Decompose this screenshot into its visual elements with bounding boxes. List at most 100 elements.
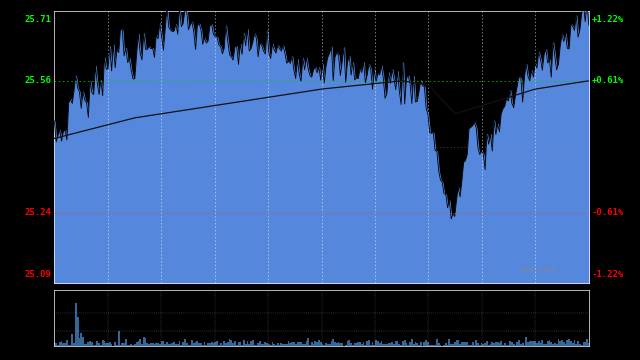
Bar xyxy=(207,343,209,346)
Bar xyxy=(309,345,311,346)
Bar xyxy=(54,342,55,346)
Bar xyxy=(202,345,204,346)
Bar xyxy=(268,344,270,346)
Bar xyxy=(451,345,452,346)
Bar xyxy=(499,343,500,346)
Bar xyxy=(330,341,332,346)
Bar xyxy=(223,341,225,346)
Bar xyxy=(127,345,129,346)
Bar xyxy=(140,339,141,346)
Bar xyxy=(375,341,377,346)
Bar xyxy=(548,340,550,346)
Bar xyxy=(97,341,98,346)
Text: +1.22%: +1.22% xyxy=(591,14,624,23)
Bar xyxy=(509,341,511,346)
Bar xyxy=(282,344,284,346)
Bar xyxy=(454,342,456,346)
Bar xyxy=(536,343,538,346)
Bar xyxy=(261,343,262,346)
Bar xyxy=(91,342,93,346)
Bar xyxy=(232,343,234,346)
Bar xyxy=(538,341,540,346)
Bar xyxy=(547,341,548,346)
Bar xyxy=(305,341,307,346)
Bar xyxy=(244,344,246,346)
Bar xyxy=(122,343,124,346)
Bar xyxy=(196,341,198,346)
Bar xyxy=(556,344,557,346)
Bar xyxy=(359,342,361,346)
Bar xyxy=(484,343,486,346)
Bar xyxy=(163,341,164,346)
Bar xyxy=(354,342,356,346)
Bar xyxy=(552,344,554,346)
Bar xyxy=(157,343,159,346)
Bar xyxy=(379,343,381,346)
Bar xyxy=(152,343,154,346)
Bar xyxy=(390,343,391,346)
Bar xyxy=(77,318,79,346)
Bar xyxy=(237,342,239,346)
Bar xyxy=(336,343,338,346)
Bar xyxy=(476,340,477,346)
Bar xyxy=(522,343,524,346)
Bar xyxy=(409,342,411,346)
Bar xyxy=(304,344,305,346)
Bar xyxy=(173,342,175,346)
Bar xyxy=(311,342,313,346)
Bar xyxy=(465,342,467,346)
Bar xyxy=(64,343,66,346)
Bar xyxy=(373,345,375,346)
Bar xyxy=(225,343,227,346)
Bar xyxy=(424,342,425,346)
Bar xyxy=(461,342,463,346)
Bar xyxy=(436,339,438,346)
Bar xyxy=(88,342,89,346)
Bar xyxy=(366,341,368,346)
Bar xyxy=(314,341,316,346)
Bar xyxy=(161,341,163,346)
Bar xyxy=(148,343,150,346)
Bar xyxy=(212,343,214,346)
Text: -0.61%: -0.61% xyxy=(591,208,624,217)
Bar xyxy=(220,343,221,346)
Bar xyxy=(293,342,295,346)
Bar xyxy=(79,338,80,346)
Bar xyxy=(582,342,584,346)
Bar xyxy=(575,343,577,346)
Bar xyxy=(516,342,518,346)
Bar xyxy=(145,338,147,346)
Bar xyxy=(381,341,382,346)
Bar xyxy=(248,344,250,346)
Bar xyxy=(138,341,140,346)
Bar xyxy=(445,343,447,346)
Bar xyxy=(296,342,298,346)
Bar xyxy=(486,341,488,346)
Bar xyxy=(200,343,202,346)
Bar xyxy=(243,340,244,346)
Bar xyxy=(458,340,460,346)
Bar xyxy=(131,344,132,346)
Bar xyxy=(239,342,241,346)
Bar xyxy=(472,342,474,346)
Bar xyxy=(118,331,120,346)
Bar xyxy=(525,337,527,346)
Bar xyxy=(156,343,157,346)
Bar xyxy=(527,342,529,346)
Bar xyxy=(100,345,102,346)
Bar xyxy=(195,342,196,346)
Bar xyxy=(93,345,95,346)
Bar xyxy=(55,343,57,346)
Bar xyxy=(518,341,520,346)
Bar xyxy=(413,345,415,346)
Bar xyxy=(463,342,465,346)
Bar xyxy=(502,345,504,346)
Bar xyxy=(250,341,252,346)
Bar xyxy=(264,342,266,346)
Bar xyxy=(234,341,236,346)
Bar xyxy=(116,345,118,346)
Bar xyxy=(73,343,75,346)
Bar xyxy=(417,343,418,346)
Bar xyxy=(120,345,122,346)
Bar xyxy=(175,344,177,346)
